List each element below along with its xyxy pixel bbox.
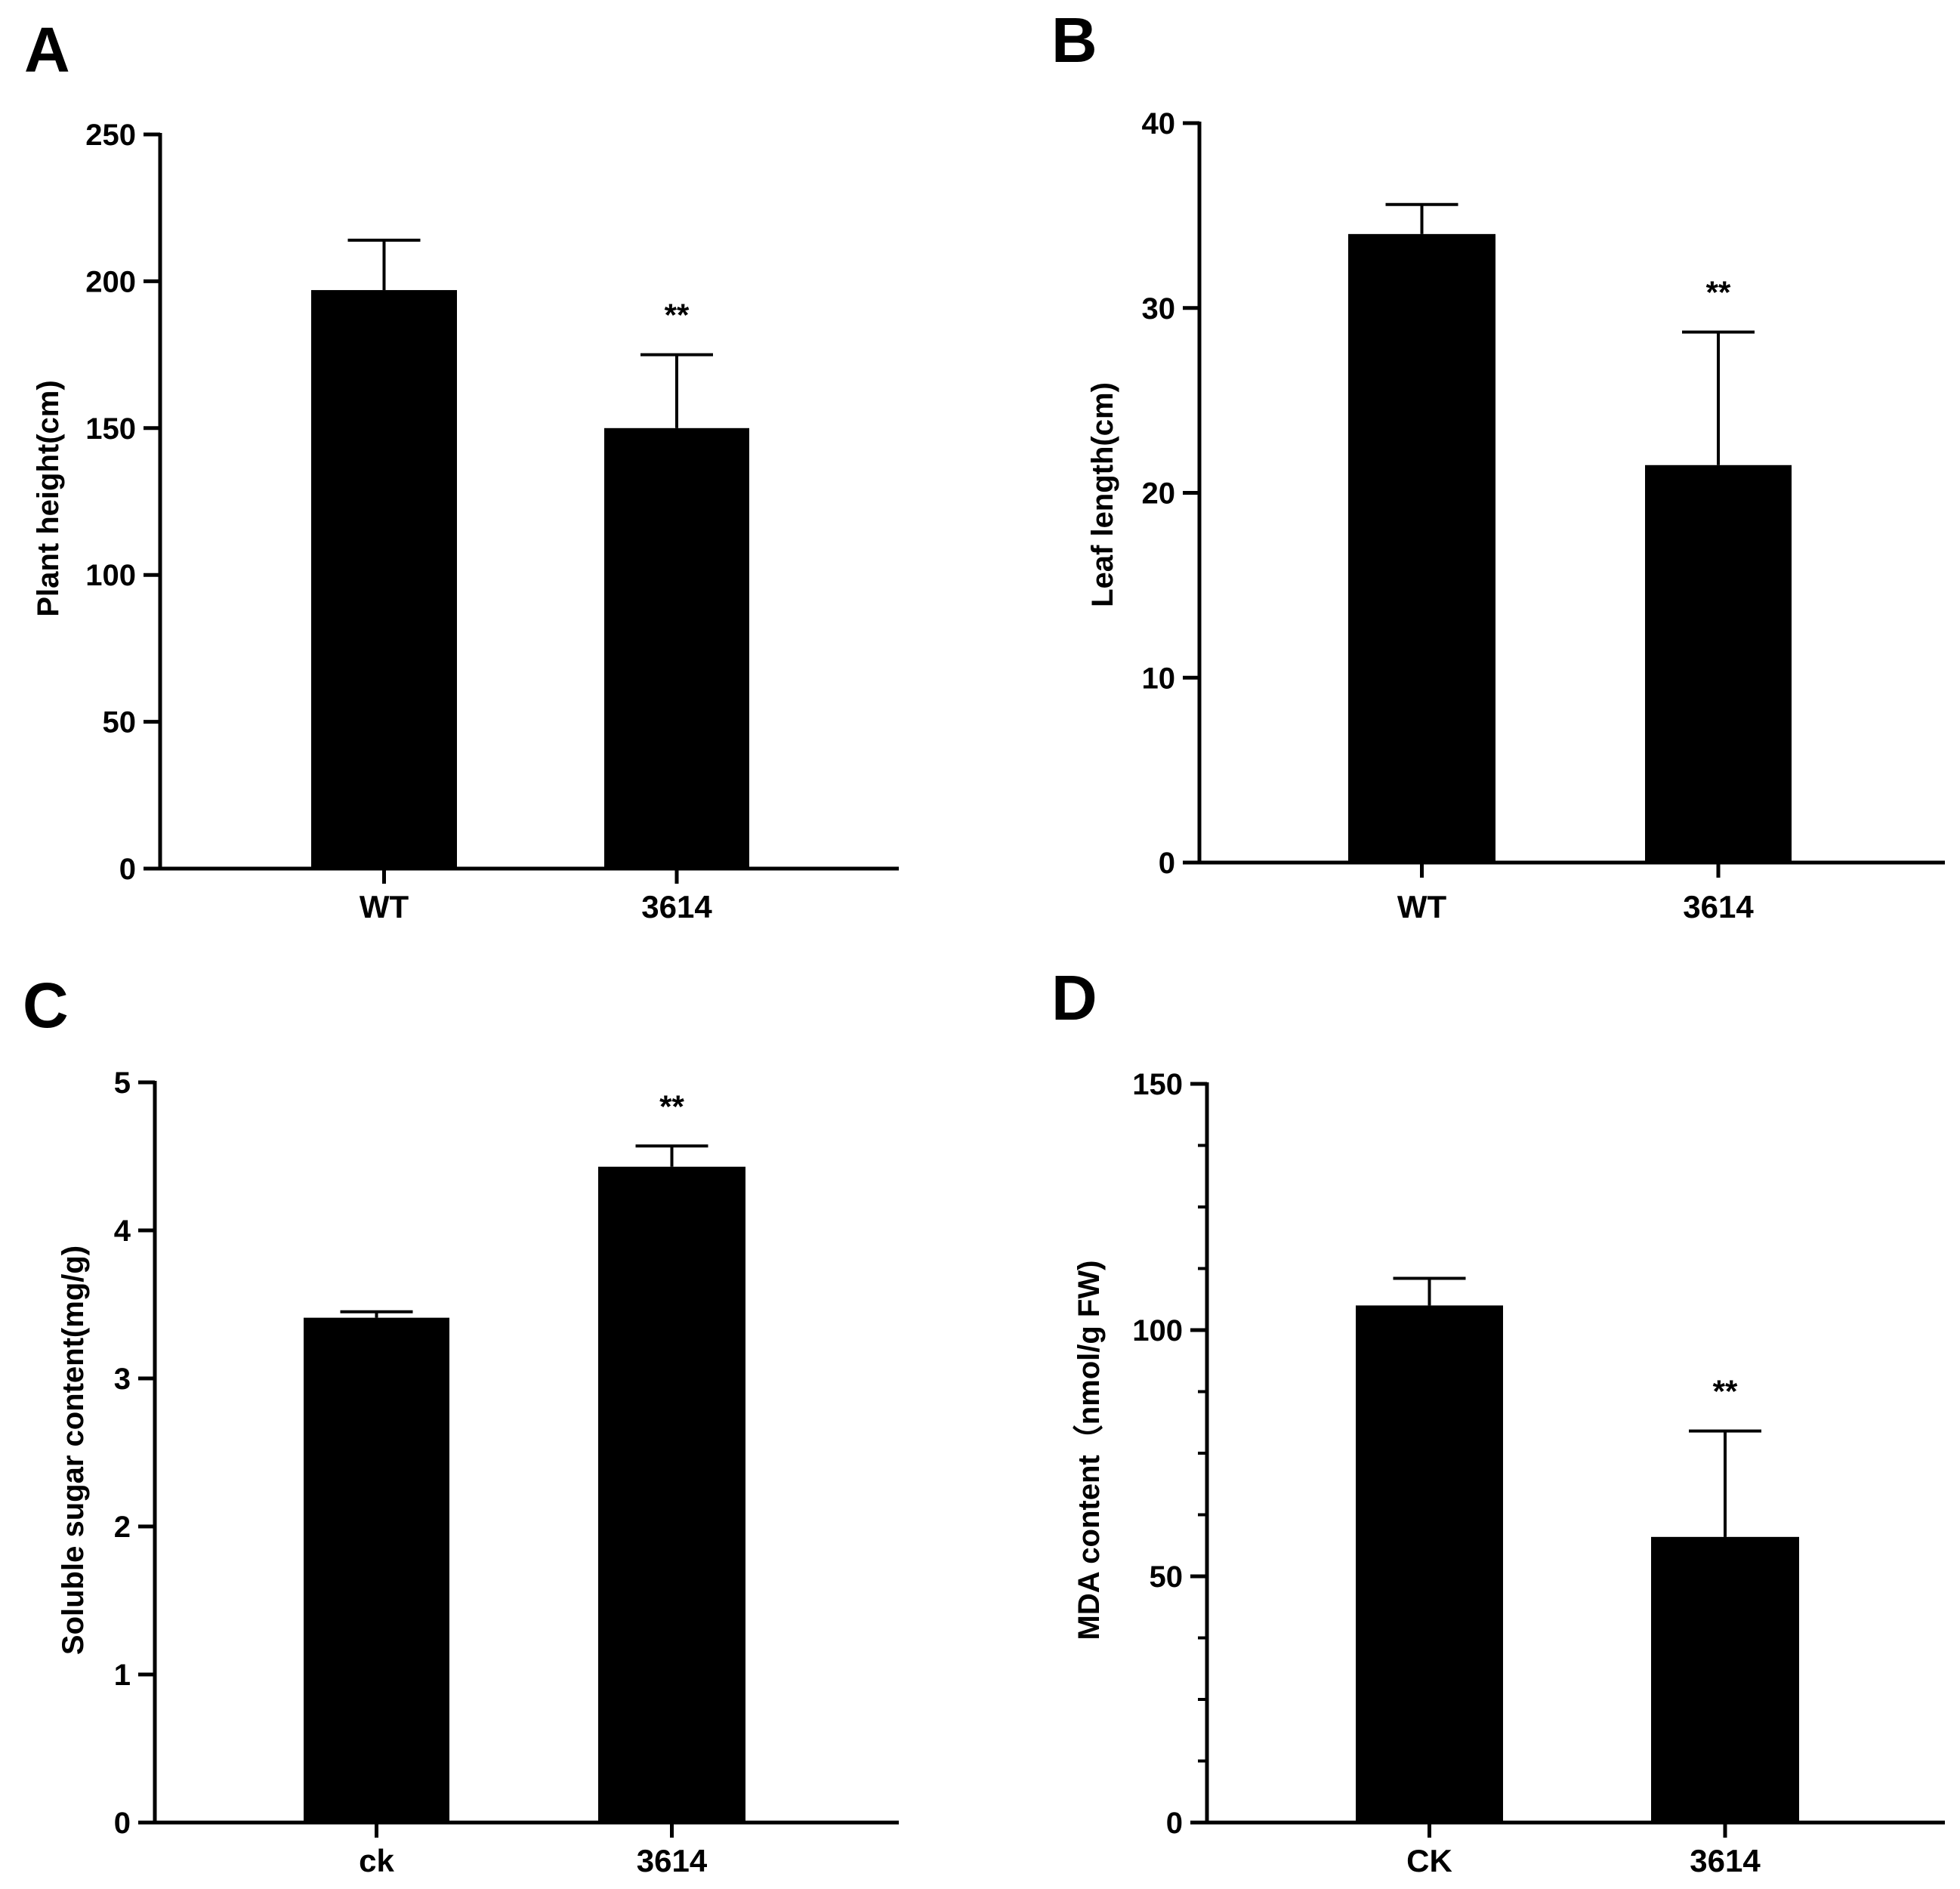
- y-axis-title: Leaf length(cm): [1086, 382, 1119, 607]
- bar-3614: [1651, 1536, 1799, 1823]
- panel-letter: B: [1051, 5, 1097, 76]
- y-axis-title: Soluble sugar content(mg/g): [57, 1245, 90, 1655]
- y-tick-label: 40: [1142, 107, 1176, 140]
- y-axis-title: MDA content（nmol/g FW): [1073, 1261, 1106, 1641]
- significance-marker: **: [659, 1088, 684, 1124]
- bar-3614: [1645, 465, 1792, 863]
- x-category-label: 3614: [641, 889, 712, 924]
- bar-3614: [598, 1166, 745, 1823]
- y-tick-label: 250: [85, 119, 136, 152]
- y-tick-label: 30: [1142, 292, 1176, 326]
- x-category-label: WT: [1397, 889, 1447, 924]
- bar-wt: [1348, 233, 1495, 863]
- bar-ck: [1356, 1305, 1503, 1823]
- y-tick-label: 4: [114, 1215, 131, 1248]
- panel-b: B 0 10 20 30 40 Leaf length(cm) WT 3614 **: [1051, 5, 1945, 924]
- y-tick-label: 5: [114, 1066, 131, 1100]
- x-category-label: ck: [359, 1843, 394, 1878]
- x-category-label: WT: [360, 889, 409, 924]
- panel-letter: A: [24, 14, 70, 85]
- significance-marker: **: [665, 298, 690, 333]
- panel-letter: D: [1051, 962, 1097, 1033]
- y-tick-label: 3: [114, 1363, 131, 1396]
- y-tick-label: 10: [1142, 662, 1176, 695]
- y-tick-label: 2: [114, 1511, 131, 1544]
- x-category-label: CK: [1406, 1843, 1452, 1878]
- x-category-label: 3614: [1683, 889, 1754, 924]
- bar-3614: [604, 427, 749, 869]
- y-axis-title: Plant height(cm): [32, 380, 65, 616]
- panel-a: A 0 50 100 150 200 250 Plant height(cm) WT 3614 **: [24, 14, 899, 924]
- significance-marker: **: [1713, 1374, 1738, 1409]
- significance-marker: **: [1706, 275, 1731, 310]
- y-tick-label: 200: [85, 265, 136, 298]
- panel-letter: C: [23, 970, 69, 1041]
- y-tick-label: 1: [114, 1659, 131, 1692]
- y-tick-label: 0: [1159, 847, 1175, 880]
- x-category-label: 3614: [637, 1843, 708, 1878]
- bar-ck: [304, 1317, 449, 1823]
- panel-d: D 0 50 100 150 MDA content（nmol/g FW) CK 3614 **: [1051, 962, 1945, 1878]
- y-tick-label: 0: [119, 853, 136, 886]
- y-tick-label: 0: [114, 1807, 131, 1840]
- x-category-label: 3614: [1690, 1843, 1761, 1878]
- y-tick-label: 50: [103, 706, 137, 739]
- y-tick-label: 100: [85, 559, 136, 592]
- panel-c: C 0 1 2 3 4 5 Soluble sugar content(mg/g) ck 3614…: [23, 970, 899, 1878]
- bar-wt: [311, 290, 457, 869]
- y-tick-label: 50: [1150, 1560, 1184, 1594]
- y-tick-label: 150: [1132, 1068, 1183, 1101]
- y-tick-label: 0: [1166, 1807, 1183, 1840]
- y-tick-label: 150: [85, 412, 136, 446]
- y-tick-label: 20: [1142, 477, 1176, 511]
- y-tick-label: 100: [1132, 1314, 1183, 1347]
